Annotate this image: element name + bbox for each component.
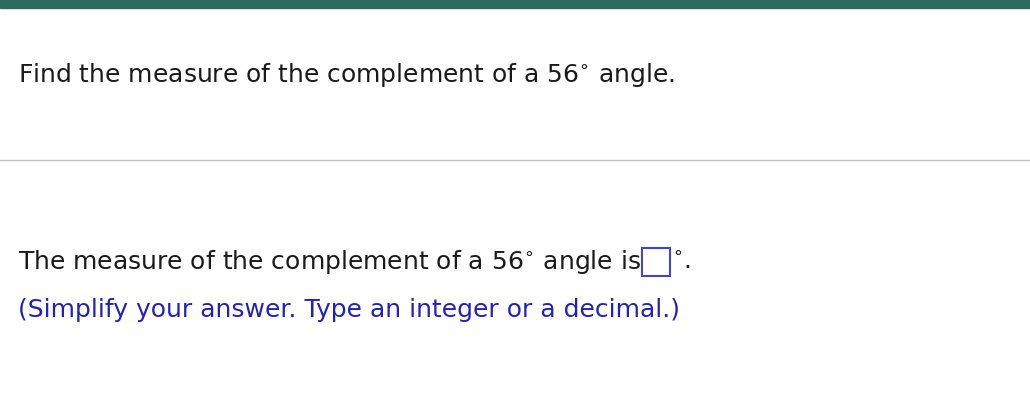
Bar: [642, 248, 671, 276]
Bar: [0, 0, 1030, 8]
Text: Find the measure of the complement of a 56$^{\circ}$ angle.: Find the measure of the complement of a …: [18, 61, 675, 89]
Text: (Simplify your answer. Type an integer or a decimal.): (Simplify your answer. Type an integer o…: [18, 298, 680, 322]
Text: $^{\circ}$.: $^{\circ}$.: [673, 250, 691, 274]
Text: The measure of the complement of a 56$^{\circ}$ angle is: The measure of the complement of a 56$^{…: [18, 248, 642, 276]
